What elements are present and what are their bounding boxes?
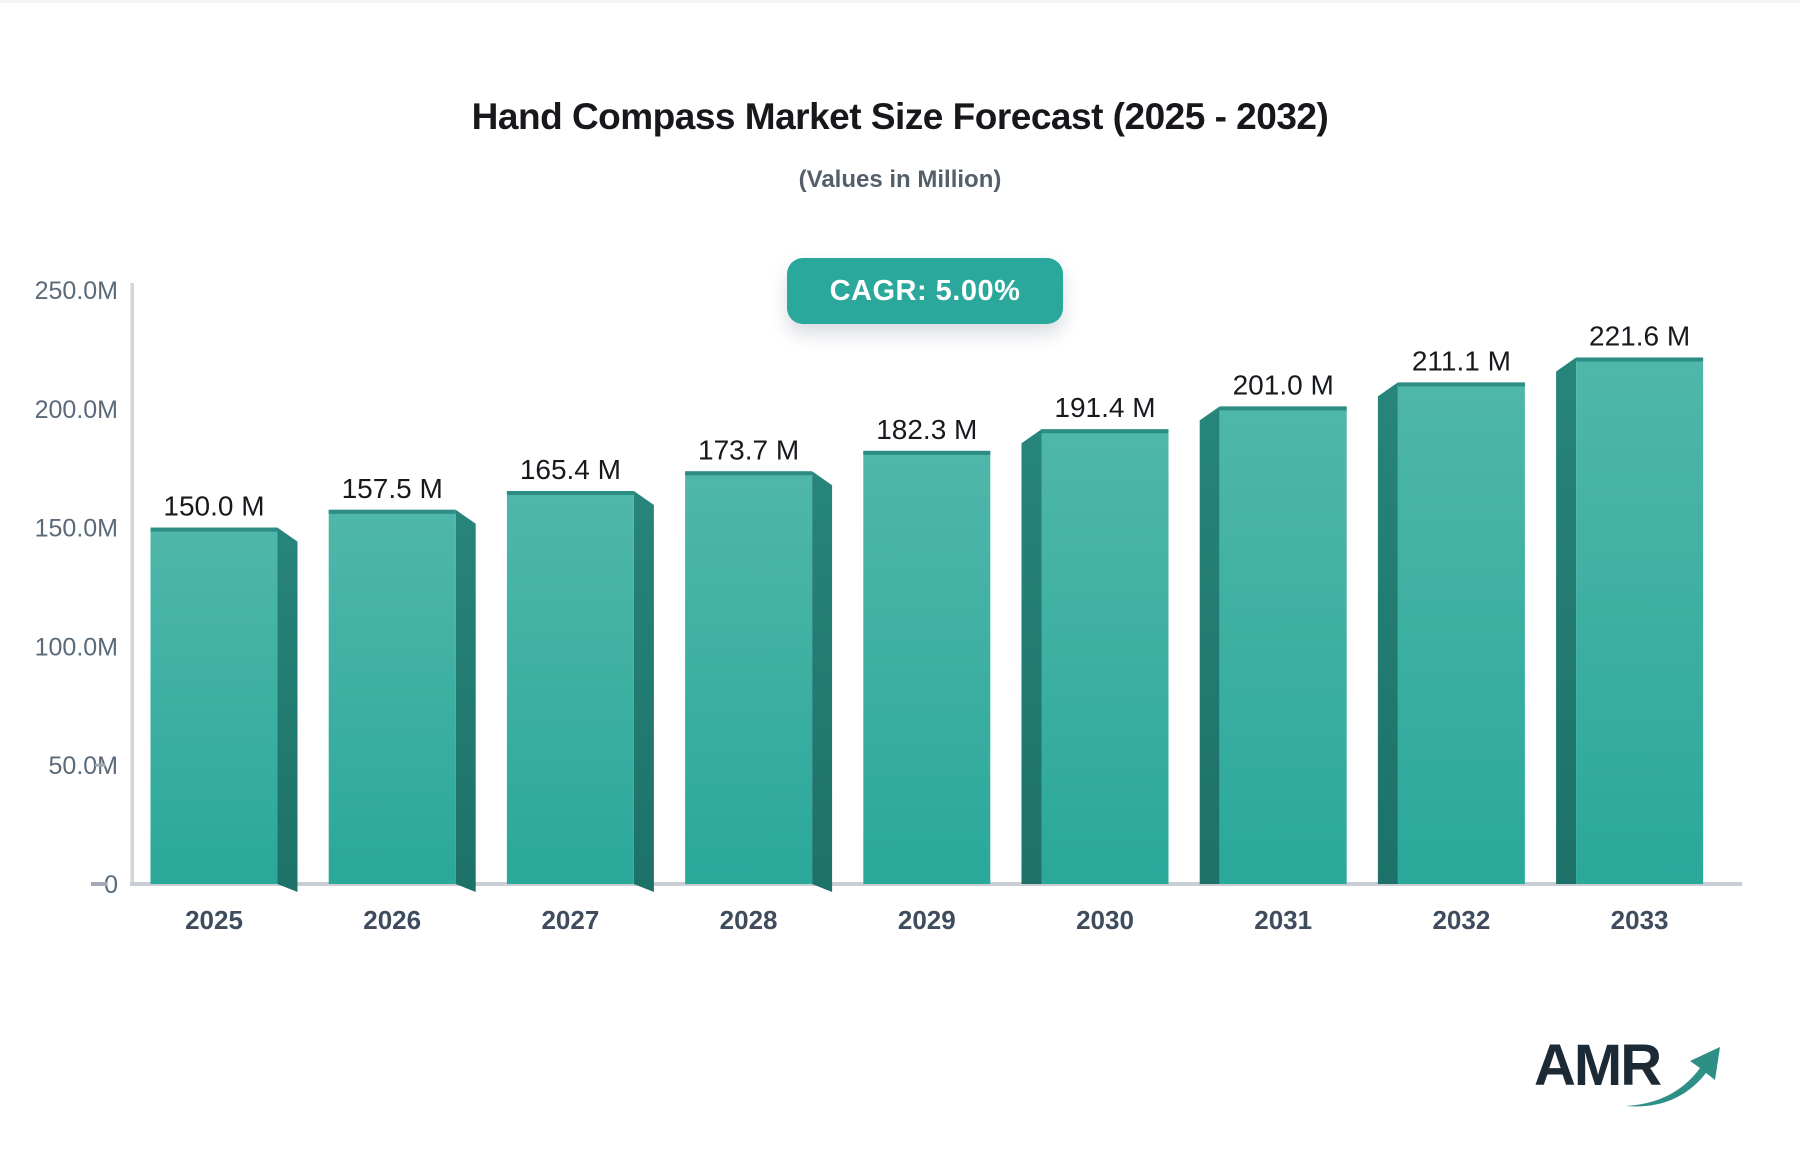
bar-top-edge-2026 — [328, 509, 456, 514]
x-tick-label: 2028 — [720, 905, 778, 935]
y-tick-dash-50m — [95, 763, 105, 767]
bar-2030 — [1041, 429, 1169, 884]
bar-side-2031 — [1199, 406, 1220, 884]
bar-side-2028 — [812, 471, 833, 892]
amr-logo-text: AMR — [1534, 1033, 1662, 1098]
amr-logo: AMR — [1528, 1032, 1728, 1122]
bar-side-2033 — [1556, 357, 1577, 884]
x-tick-label: 2030 — [1076, 905, 1134, 935]
bar-value-label: 150.0 M — [163, 491, 264, 522]
bar-value-label: 221.6 M — [1589, 320, 1690, 351]
bar-top-edge-2033 — [1576, 357, 1704, 362]
bar-2032 — [1397, 382, 1525, 884]
bar-value-label: 191.4 M — [1054, 392, 1155, 423]
x-tick-label: 2032 — [1432, 905, 1490, 935]
bar-top-edge-2031 — [1219, 406, 1347, 411]
x-tick-label: 2026 — [363, 905, 421, 935]
bar-top-edge-2027 — [506, 491, 634, 496]
bar-2031 — [1219, 406, 1347, 884]
y-axis-line — [130, 283, 134, 886]
bar-side-2027 — [633, 491, 654, 892]
bar-side-2025 — [277, 527, 298, 892]
y-tick-dash-0 — [91, 882, 107, 886]
y-tick-label: 200.0M — [35, 396, 118, 424]
cagr-badge-label: CAGR: 5.00% — [829, 274, 1021, 307]
y-tick-label: 100.0M — [35, 633, 118, 661]
cagr-badge: CAGR: 5.00% — [787, 258, 1063, 324]
bar-2028 — [685, 471, 813, 884]
bar-top-edge-2030 — [1041, 429, 1169, 434]
y-tick-label: 250.0M — [35, 277, 118, 305]
bar-value-label: 165.4 M — [520, 454, 621, 485]
bar-top-edge-2025 — [150, 527, 278, 532]
x-tick-label: 2025 — [185, 905, 243, 935]
bar-2027 — [506, 491, 634, 884]
bar-top-edge-2028 — [685, 471, 813, 476]
y-tick-label: 150.0M — [35, 515, 118, 543]
chart-subtitle: (Values in Million) — [798, 166, 1002, 193]
x-tick-label: 2027 — [541, 905, 599, 935]
bar-value-label: 201.0 M — [1233, 369, 1334, 400]
x-tick-label: 2029 — [898, 905, 956, 935]
bar-value-label: 211.1 M — [1412, 345, 1511, 376]
y-tick-label: 0 — [104, 871, 118, 899]
growth-arrow-icon — [1626, 1047, 1720, 1107]
y-tick-label: 50.0M — [49, 752, 118, 780]
x-tick-label: 2033 — [1611, 905, 1669, 935]
bar-side-2032 — [1377, 382, 1398, 884]
bar-top-edge-2029 — [863, 450, 991, 455]
chart-title: Hand Compass Market Size Forecast (2025 … — [471, 96, 1329, 137]
bar-value-label: 182.3 M — [876, 414, 977, 445]
bar-side-2026 — [455, 509, 476, 892]
top-strip — [0, 0, 1800, 3]
bar-2033 — [1576, 357, 1704, 884]
bar-2029 — [863, 450, 991, 884]
bar-value-label: 173.7 M — [698, 434, 799, 465]
x-tick-label: 2031 — [1254, 905, 1312, 935]
bar-value-label: 157.5 M — [342, 473, 443, 504]
bar-top-edge-2032 — [1397, 382, 1525, 387]
bar-2026 — [328, 509, 456, 884]
bar-2025 — [150, 527, 278, 884]
bar-side-2030 — [1021, 429, 1042, 884]
